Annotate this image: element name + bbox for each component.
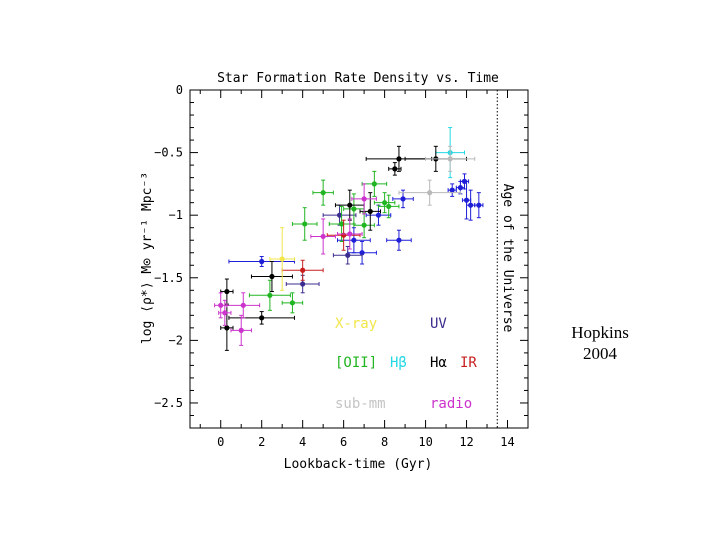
legend-entry-h: Hα	[430, 355, 447, 371]
data-point	[386, 203, 392, 210]
y-tick-label: −2	[169, 333, 183, 347]
data-point	[345, 252, 351, 258]
data-point	[347, 231, 353, 237]
data-point	[259, 258, 265, 265]
data-point	[449, 187, 455, 193]
data-point	[361, 222, 367, 228]
y-tick-label: 0	[176, 83, 183, 97]
plot-frame	[189, 89, 529, 429]
data-point	[396, 237, 402, 243]
data-point	[361, 196, 367, 202]
legend: X-ray UV [OII] Hβ Hα IR sub-mm radio	[335, 316, 477, 412]
data-point	[289, 300, 296, 306]
data-point	[427, 190, 433, 196]
data-point	[259, 315, 265, 321]
legend-entry-h: Hβ	[390, 355, 407, 371]
data-point	[463, 197, 470, 203]
data-point	[382, 200, 388, 206]
legend-entry-radio: radio	[430, 396, 472, 412]
data-point	[302, 221, 308, 227]
y-tick-label: −0.5	[154, 146, 183, 160]
data-point	[457, 185, 463, 191]
data-point	[375, 212, 382, 218]
series-ir	[281, 219, 361, 281]
data-point	[400, 196, 406, 202]
data-point	[392, 166, 398, 172]
data-point	[341, 232, 347, 238]
data-point	[468, 202, 474, 208]
x-tick-label: 14	[500, 435, 514, 449]
data-point	[320, 233, 326, 240]
data-point	[338, 221, 345, 227]
x-tick-label: 6	[340, 435, 347, 449]
legend-entry-uv: UV	[430, 316, 447, 332]
x-tick-label: 10	[418, 435, 432, 449]
data-point	[238, 327, 244, 333]
legend-entry-sub-mm: sub-mm	[335, 396, 386, 412]
data-point	[224, 288, 230, 295]
legend-entry-ir: IR	[460, 355, 477, 371]
series--oii-	[248, 170, 400, 314]
axes: 0 2 4 6 8 10 12 14 0 −0.5 −1 −1.5 −2 −2.5	[154, 83, 529, 449]
data-point	[269, 273, 275, 280]
data-point	[336, 212, 343, 218]
age-of-universe-label: Age of the Universe	[500, 184, 515, 333]
data-point	[359, 250, 365, 256]
data-point	[267, 292, 273, 298]
x-tick-label: 2	[258, 435, 265, 449]
chart-title: Star Formation Rate Density vs. Time	[217, 71, 499, 86]
citation-author: Hopkins	[571, 323, 629, 342]
citation-caption: Hopkins 2004	[555, 322, 645, 364]
data-point	[347, 202, 353, 208]
x-tick-label: 8	[381, 435, 388, 449]
x-tick-label: 12	[459, 435, 473, 449]
x-tick-label: 0	[217, 435, 224, 449]
data-point	[476, 202, 482, 208]
series-uv	[228, 173, 484, 268]
series-x-ray	[269, 227, 295, 291]
series-uv-dark	[285, 204, 363, 294]
data-point	[218, 302, 224, 308]
legend-entry-oii: [OII]	[335, 355, 377, 371]
data-point	[300, 267, 306, 273]
data-point	[320, 190, 326, 196]
x-axis-label: Lookback-time (Gyr)	[284, 457, 433, 472]
x-tick-label: 4	[299, 435, 306, 449]
data-point	[351, 237, 357, 243]
data-point	[224, 325, 230, 331]
series-sub-mm	[398, 145, 476, 206]
legend-entry-x-ray: X-ray	[335, 316, 377, 332]
series-radio	[214, 183, 377, 346]
data-point	[447, 156, 453, 162]
citation-year: 2004	[583, 344, 617, 363]
data-points	[214, 127, 484, 351]
y-axis-label: log ⟨ρ*⟩ M⊙ yr⁻¹ Mpc⁻³	[140, 172, 155, 344]
data-point	[396, 156, 402, 162]
data-point	[461, 178, 468, 184]
data-point	[300, 281, 306, 287]
data-point	[240, 302, 246, 308]
y-tick-label: −1	[169, 208, 183, 222]
y-tick-label: −2.5	[154, 396, 183, 410]
data-point	[367, 208, 373, 215]
y-tick-label: −1.5	[154, 271, 183, 285]
data-point	[279, 256, 285, 262]
data-point	[222, 310, 228, 316]
data-point	[371, 181, 377, 187]
data-point	[351, 206, 357, 212]
